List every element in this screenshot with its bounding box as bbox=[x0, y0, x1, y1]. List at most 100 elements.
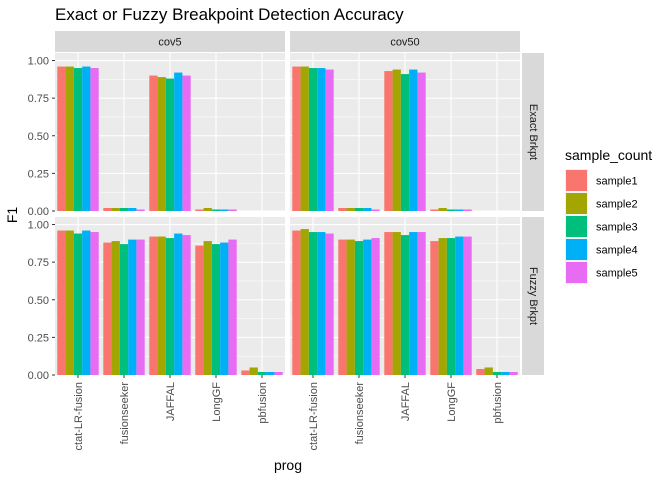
x-tick-label: fusionseeker bbox=[119, 382, 131, 445]
bar-sample2 bbox=[438, 207, 447, 211]
bar-sample1 bbox=[57, 230, 66, 375]
legend-key-sample5 bbox=[566, 262, 587, 283]
bar-sample4 bbox=[82, 230, 91, 375]
bar-sample2 bbox=[111, 207, 120, 211]
legend-key-sample1 bbox=[566, 170, 587, 191]
bar-sample2 bbox=[249, 367, 258, 375]
bar-sample5 bbox=[325, 233, 334, 375]
bar-sample1 bbox=[103, 242, 112, 375]
bar-sample5 bbox=[136, 239, 145, 375]
chart-title: Exact or Fuzzy Breakpoint Detection Accu… bbox=[55, 5, 404, 24]
bar-sample2 bbox=[392, 69, 401, 211]
legend-label: sample2 bbox=[596, 199, 638, 211]
bar-sample5 bbox=[90, 68, 99, 211]
bar-sample2 bbox=[203, 207, 212, 211]
row-strip-label: Exact Brkpt bbox=[527, 104, 539, 160]
x-tick-label: fusionseeker bbox=[354, 382, 366, 445]
bar-sample4 bbox=[501, 371, 510, 375]
bar-sample5 bbox=[228, 209, 237, 211]
bar-sample4 bbox=[266, 371, 275, 375]
bar-sample1 bbox=[149, 75, 158, 211]
y-tick-label: 0.50 bbox=[28, 131, 49, 143]
legend-label: sample5 bbox=[596, 268, 638, 280]
bar-sample4 bbox=[409, 69, 418, 211]
bar-sample3 bbox=[446, 238, 456, 375]
bar-sample1 bbox=[384, 71, 393, 211]
bar-sample5 bbox=[136, 209, 145, 211]
bar-sample3 bbox=[308, 68, 318, 211]
bar-sample3 bbox=[165, 238, 175, 375]
bar-sample4 bbox=[455, 236, 464, 375]
bar-sample1 bbox=[103, 207, 112, 211]
bar-sample1 bbox=[384, 232, 393, 375]
bar-sample3 bbox=[73, 233, 83, 375]
bar-sample5 bbox=[417, 232, 426, 375]
bar-sample5 bbox=[463, 209, 472, 211]
bar-sample4 bbox=[455, 209, 464, 211]
x-axis-title: prog bbox=[274, 457, 302, 473]
bar-sample1 bbox=[292, 66, 301, 212]
row-strip bbox=[522, 53, 544, 211]
bar-sample4 bbox=[363, 239, 372, 375]
bar-sample3 bbox=[400, 235, 410, 375]
bar-sample3 bbox=[73, 68, 83, 211]
legend-label: sample4 bbox=[596, 245, 638, 257]
bar-sample1 bbox=[292, 230, 301, 375]
bar-sample1 bbox=[241, 370, 250, 375]
bar-sample2 bbox=[438, 238, 447, 375]
bar-sample4 bbox=[220, 242, 229, 375]
x-tick-label: pbfusion bbox=[257, 382, 269, 424]
legend-key-sample2 bbox=[566, 193, 587, 214]
bar-sample1 bbox=[195, 209, 204, 211]
bar-sample4 bbox=[174, 72, 183, 211]
bar-sample2 bbox=[65, 66, 74, 212]
bar-sample3 bbox=[211, 209, 221, 211]
bar-sample2 bbox=[484, 367, 493, 375]
x-tick-label: JAFFAL bbox=[165, 382, 177, 421]
bar-sample2 bbox=[300, 229, 309, 375]
bar-sample2 bbox=[346, 239, 355, 375]
legend: sample_count sample1 sample2 sample3 sample… bbox=[565, 147, 652, 284]
bar-sample3 bbox=[354, 207, 364, 211]
y-tick-label: 0.75 bbox=[28, 257, 49, 269]
y-axis-title: F1 bbox=[4, 207, 20, 224]
bar-sample5 bbox=[182, 235, 191, 375]
bar-sample3 bbox=[492, 371, 502, 375]
bar-sample1 bbox=[430, 209, 439, 211]
bar-sample3 bbox=[119, 207, 129, 211]
bar-sample3 bbox=[257, 371, 267, 375]
y-tick-label: 0.25 bbox=[28, 168, 49, 180]
bar-sample4 bbox=[174, 233, 183, 375]
bar-sample4 bbox=[220, 209, 229, 211]
bar-sample5 bbox=[90, 232, 99, 375]
bar-sample1 bbox=[149, 236, 158, 375]
bar-sample2 bbox=[203, 241, 212, 375]
column-strip-label: cov50 bbox=[390, 37, 419, 49]
bar-sample3 bbox=[446, 209, 456, 211]
bar-sample4 bbox=[128, 207, 137, 211]
bar-sample5 bbox=[371, 209, 380, 211]
bar-sample5 bbox=[371, 238, 380, 375]
bar-sample5 bbox=[463, 236, 472, 375]
bar-sample1 bbox=[338, 239, 347, 375]
x-tick-label: ctat-LR-fusion bbox=[73, 382, 85, 450]
bar-sample1 bbox=[476, 368, 485, 375]
bar-sample2 bbox=[157, 236, 166, 375]
bar-sample4 bbox=[317, 232, 326, 375]
x-tick-label: LongGF bbox=[446, 382, 458, 422]
bar-sample3 bbox=[400, 74, 410, 211]
legend-key-sample3 bbox=[566, 216, 587, 237]
bar-sample5 bbox=[228, 239, 237, 375]
bar-sample2 bbox=[65, 230, 74, 375]
y-tick-label: 0.25 bbox=[28, 332, 49, 344]
bar-sample4 bbox=[128, 239, 137, 375]
legend-title: sample_count bbox=[565, 147, 652, 163]
bar-sample4 bbox=[317, 68, 326, 211]
facet-panels: cov5 cov50 Exact Brkpt Fuzzy Brkpt 0.00 0.25 0… bbox=[28, 31, 544, 450]
bar-sample1 bbox=[338, 207, 347, 211]
bar-sample2 bbox=[346, 207, 355, 211]
bar-sample4 bbox=[82, 66, 91, 212]
legend-label: sample1 bbox=[596, 176, 638, 188]
bar-sample3 bbox=[211, 244, 221, 375]
column-strip bbox=[55, 31, 285, 52]
